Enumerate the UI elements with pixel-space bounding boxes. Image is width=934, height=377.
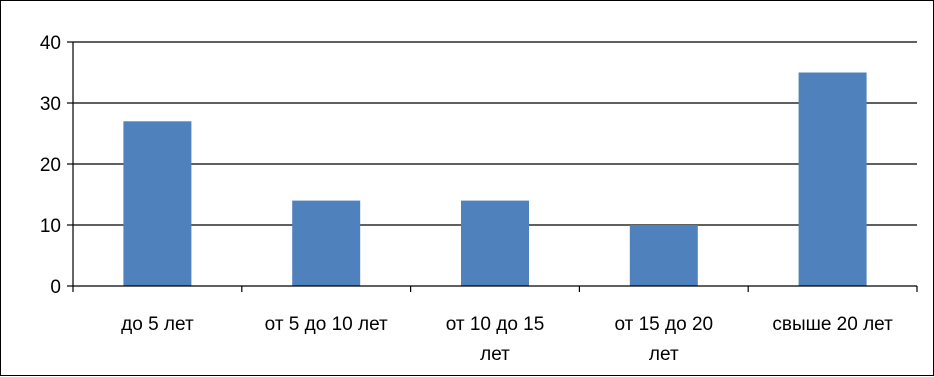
x-category-label: лет: [649, 344, 679, 365]
bar: [123, 121, 192, 286]
x-category-label: от 5 до 10 лет: [265, 314, 388, 335]
gridlines: [73, 41, 917, 226]
bar: [798, 72, 867, 286]
x-category-label: свыше 20 лет: [772, 314, 893, 335]
bars: [123, 72, 867, 286]
bar: [461, 200, 529, 286]
y-tick-label: 40: [40, 33, 61, 54]
x-category-label: от 15 до 20: [614, 314, 713, 335]
y-tick-labels: 0 10 20 30 40: [40, 33, 61, 298]
bar: [629, 225, 698, 286]
x-category-labels: до 5 лет от 5 до 10 лет от 10 до 15 лет от 1…: [121, 314, 893, 365]
y-tick-label: 30: [40, 94, 61, 115]
y-tick-label: 20: [40, 155, 61, 176]
axes: [67, 41, 918, 292]
x-category-label: лет: [480, 344, 510, 365]
bar: [292, 200, 361, 286]
y-tick-label: 10: [40, 216, 61, 237]
y-tick-label: 0: [50, 277, 61, 298]
x-category-label: до 5 лет: [121, 314, 194, 335]
x-category-label: от 10 до 15: [446, 314, 545, 335]
